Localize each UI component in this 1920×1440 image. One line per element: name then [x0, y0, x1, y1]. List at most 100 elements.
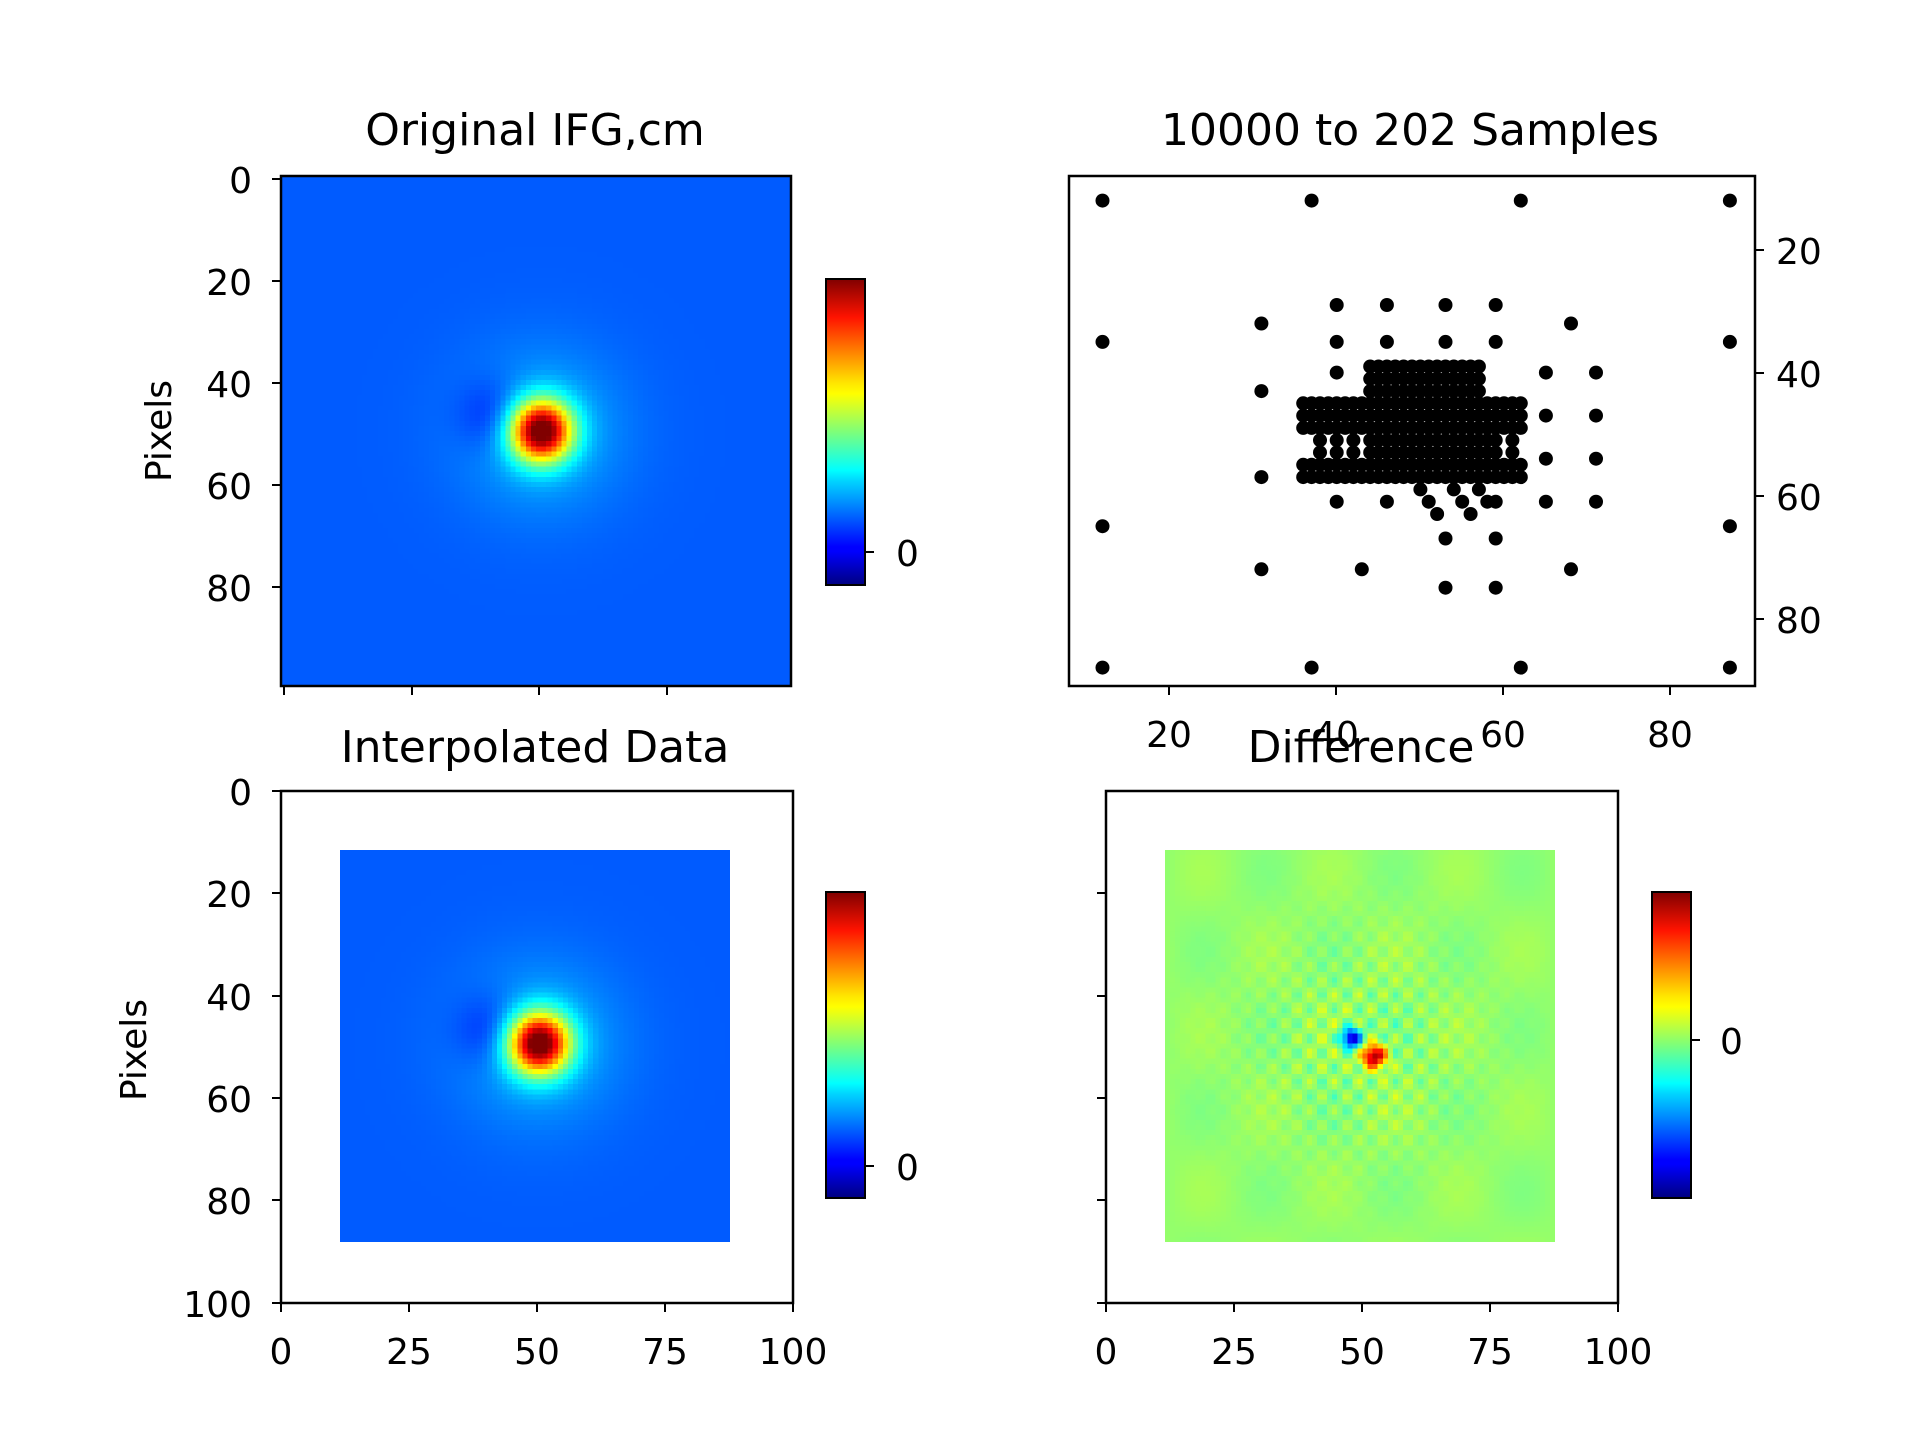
scatter-point [1488, 433, 1503, 448]
scatter-point [1722, 519, 1737, 534]
colorbar-tick-label: 0 [1720, 1022, 1743, 1063]
scatter-point [1488, 494, 1503, 509]
scatter-point [1505, 445, 1520, 460]
scatter-point [1254, 470, 1269, 485]
scatter-point [1513, 193, 1528, 208]
scatter-point [1513, 408, 1528, 423]
heatmap-original [281, 176, 791, 686]
scatter-point [1589, 494, 1603, 509]
scatter-point [1095, 519, 1110, 534]
scatter-point [1446, 482, 1461, 497]
panel-samples: 10000 to 202 Samples 20 40 60 80 20 40 6… [1067, 105, 1822, 756]
scatter-point [1329, 445, 1344, 460]
panel-difference: Difference 0 25 50 75 100 0 [1095, 722, 1743, 1373]
y-tick-label: 60 [1776, 478, 1822, 519]
y-axis-label: Pixels [114, 999, 155, 1101]
y-tick-label: 40 [206, 978, 252, 1019]
scatter-point [1564, 316, 1578, 331]
scatter-point [1538, 494, 1553, 509]
heatmap-difference [1165, 850, 1555, 1242]
scatter-point [1455, 494, 1470, 509]
scatter-point [1095, 660, 1110, 675]
scatter-point [1589, 451, 1603, 466]
scatter-point [1488, 531, 1503, 546]
scatter-point [1513, 420, 1528, 435]
x-tick-label: 50 [514, 1332, 560, 1373]
scatter-point [1421, 494, 1436, 509]
y-tick-label: 20 [206, 263, 252, 304]
scatter-point [1346, 433, 1361, 448]
y-tick-label: 100 [183, 1285, 252, 1326]
scatter-point [1722, 334, 1737, 349]
y-tick-label: 80 [206, 569, 252, 610]
scatter-point [1329, 334, 1344, 349]
scatter-point [1254, 316, 1269, 331]
y-tick-label: 80 [1776, 601, 1822, 642]
y-tick-label: 60 [206, 1080, 252, 1121]
scatter-point [1513, 470, 1528, 485]
panel-title: 10000 to 202 Samples [1161, 105, 1659, 156]
y-axis-right: 20 40 60 80 [1755, 232, 1822, 642]
scatter-point [1538, 451, 1553, 466]
x-tick-label: 25 [386, 1332, 432, 1373]
scatter-point [1463, 507, 1478, 521]
scatter-point [1413, 482, 1428, 497]
y-tick-label: 40 [1776, 355, 1822, 396]
scatter-point [1538, 365, 1553, 380]
x-axis [283, 686, 668, 695]
panel-title: Difference [1248, 722, 1475, 773]
y-axis: 0 20 40 60 80 100 Pixels [114, 773, 281, 1326]
scatter-point [1513, 457, 1528, 472]
x-tick-label: 25 [1211, 1332, 1257, 1373]
scatter-point [1471, 482, 1486, 497]
x-tick-label: 75 [1467, 1332, 1513, 1373]
y-tick-label: 20 [1776, 232, 1822, 273]
y-axis [1097, 892, 1106, 1304]
x-tick-label: 75 [642, 1332, 688, 1373]
heatmap-interpolated [340, 850, 730, 1242]
scatter-point [1564, 562, 1578, 577]
colorbar: 0 [825, 278, 919, 586]
y-tick-label: 0 [229, 161, 252, 202]
scatter-point [1329, 433, 1344, 448]
scatter-point [1304, 193, 1319, 208]
panel-interpolated: Interpolated Data 0 20 40 60 80 100 Pixe… [114, 722, 919, 1373]
scatter-point [1538, 408, 1553, 423]
y-tick-label: 0 [229, 773, 252, 814]
colorbar-gradient [825, 278, 866, 586]
scatter-point [1513, 396, 1528, 411]
colorbar: 0 [825, 891, 919, 1199]
y-tick-label: 40 [206, 365, 252, 406]
colorbar-gradient [825, 891, 866, 1199]
panel-title: Original IFG,cm [365, 105, 705, 156]
scatter-point [1722, 660, 1737, 675]
panel-title: Interpolated Data [341, 722, 730, 773]
scatter-point [1254, 562, 1269, 577]
y-axis-label: Pixels [139, 380, 180, 482]
scatter-point [1313, 445, 1327, 460]
scatter-point [1329, 365, 1344, 380]
y-tick-label: 60 [206, 467, 252, 508]
scatter-point [1438, 334, 1453, 349]
scatter-point [1471, 371, 1486, 386]
x-tick-label: 60 [1480, 715, 1526, 756]
scatter-point [1379, 298, 1394, 312]
scatter-point [1589, 408, 1603, 423]
scatter-point [1438, 580, 1453, 595]
colorbar-gradient [1651, 891, 1692, 1199]
scatter-points [1095, 193, 1737, 675]
y-tick-label: 20 [206, 875, 252, 916]
x-tick-label: 20 [1146, 715, 1192, 756]
scatter-point [1488, 334, 1503, 349]
x-tick-label: 100 [1584, 1332, 1653, 1373]
colorbar-tick-label: 0 [896, 1148, 919, 1189]
x-tick-label: 50 [1339, 1332, 1385, 1373]
scatter-point [1379, 494, 1394, 509]
x-tick-label: 40 [1313, 715, 1359, 756]
scatter-point [1304, 660, 1319, 675]
x-tick-label: 0 [270, 1332, 293, 1373]
axes-frame [279, 174, 793, 688]
x-tick-label: 80 [1647, 715, 1693, 756]
scatter-point [1488, 445, 1503, 460]
